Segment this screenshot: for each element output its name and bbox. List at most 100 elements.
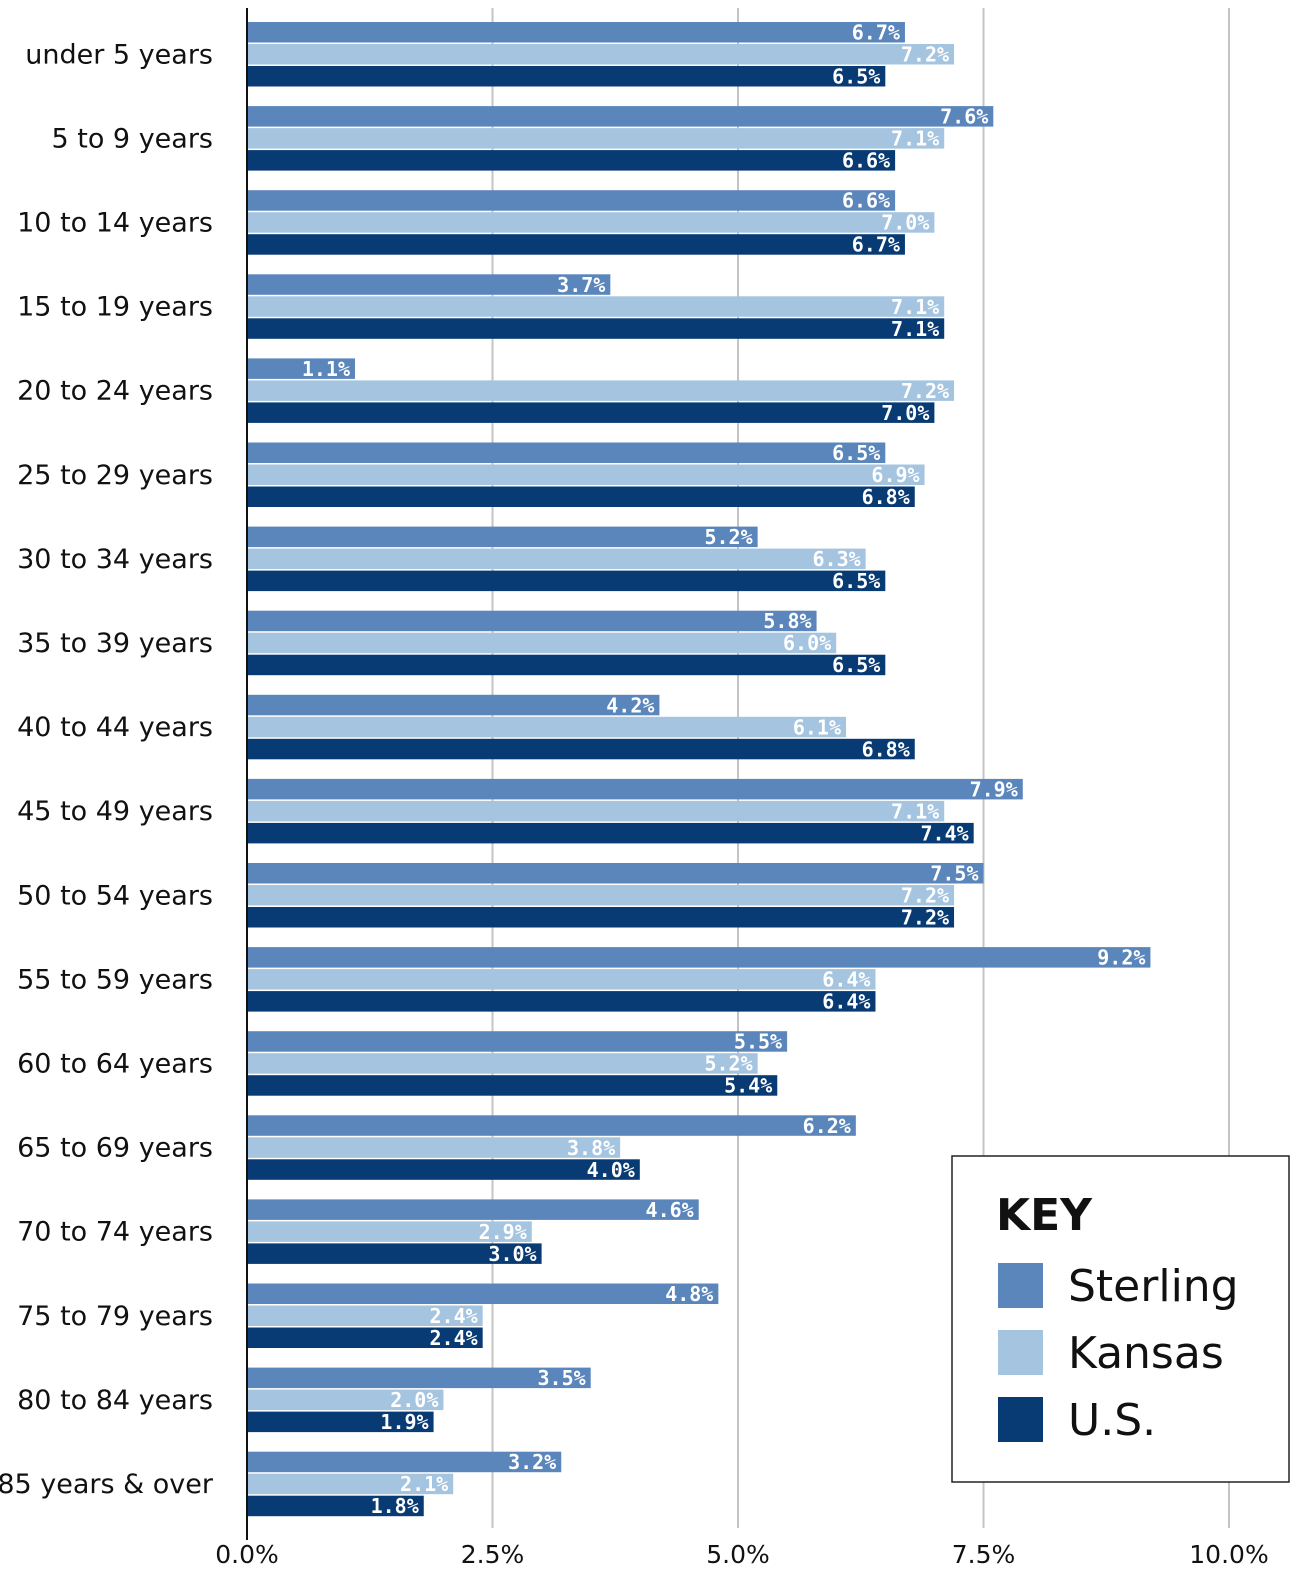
data-label: 5.2% <box>704 525 752 549</box>
bar-kansas <box>247 885 955 906</box>
data-label: 4.0% <box>587 1158 635 1182</box>
data-label: 6.7% <box>852 21 900 45</box>
category-label: 40 to 44 years <box>17 712 213 743</box>
bar-kansas <box>247 296 945 317</box>
bar-kansas <box>247 800 945 822</box>
data-label: 7.2% <box>901 884 949 908</box>
data-label: 6.5% <box>832 441 880 465</box>
category-label: 65 to 69 years <box>17 1133 213 1164</box>
bar-sterling <box>247 106 994 127</box>
data-label: 3.2% <box>508 1450 556 1474</box>
bar-sterling <box>247 1115 856 1136</box>
legend-items: Sterling Kansas U.S. <box>998 1261 1239 1446</box>
bar-sterling <box>247 526 758 548</box>
x-tick-label: 7.5% <box>952 1540 1016 1569</box>
bar-kansas <box>247 548 866 570</box>
bar-us <box>247 486 915 507</box>
bar-sterling <box>247 1367 591 1389</box>
data-label: 5.2% <box>704 1052 752 1076</box>
bar-sterling <box>247 863 984 884</box>
bar-sterling <box>247 358 356 379</box>
bar-us <box>247 1327 483 1348</box>
bar-kansas <box>247 1389 444 1411</box>
category-label: 85 years & over <box>0 1469 214 1500</box>
data-label: 9.2% <box>1097 946 1145 970</box>
data-label: 7.5% <box>930 862 978 886</box>
data-label: 6.4% <box>822 968 870 992</box>
category-label: 45 to 49 years <box>17 796 213 827</box>
data-label: 7.0% <box>881 211 929 235</box>
data-label: 6.6% <box>842 189 890 213</box>
legend-swatch <box>998 1263 1043 1308</box>
data-label: 1.9% <box>380 1410 428 1434</box>
category-labels: under 5 years 5 to 9 years 10 to 14 years 1… <box>0 39 214 1500</box>
data-label: 6.5% <box>832 65 880 89</box>
bar-sterling <box>247 1031 788 1052</box>
category-label: 25 to 29 years <box>17 460 213 491</box>
data-label: 7.9% <box>970 777 1018 801</box>
data-label: 7.2% <box>901 379 949 403</box>
data-label: 6.9% <box>871 463 919 487</box>
bar-sterling <box>247 442 886 463</box>
bar-kansas <box>247 1053 758 1074</box>
category-label: 50 to 54 years <box>17 880 213 911</box>
bar-us <box>247 150 896 171</box>
bar-sterling <box>247 1451 562 1473</box>
bar-sterling <box>247 1199 699 1220</box>
data-label: 6.3% <box>812 547 860 571</box>
legend-label: Kansas <box>1068 1328 1224 1379</box>
bar-us <box>247 1159 640 1180</box>
x-tick-label: 2.5% <box>461 1540 525 1569</box>
bar-kansas <box>247 969 876 990</box>
bar-kansas <box>247 1473 454 1495</box>
bar-us <box>247 234 905 255</box>
bar-sterling <box>247 274 611 295</box>
data-label: 7.1% <box>891 127 939 151</box>
data-label: 6.7% <box>852 233 900 257</box>
category-label: 60 to 64 years <box>17 1048 213 1079</box>
data-label: 4.2% <box>606 693 654 717</box>
data-label: 1.8% <box>371 1494 419 1518</box>
data-label: 7.2% <box>901 43 949 67</box>
legend-title: KEY <box>996 1190 1093 1241</box>
data-label: 4.8% <box>665 1282 713 1306</box>
data-label: 7.1% <box>891 295 939 319</box>
data-label: 6.5% <box>832 569 880 593</box>
category-label: 10 to 14 years <box>17 207 213 238</box>
category-label: 55 to 59 years <box>17 964 213 995</box>
data-label: 6.6% <box>842 149 890 173</box>
category-label: 30 to 34 years <box>17 544 213 575</box>
bar-us <box>247 570 886 592</box>
x-tick-label: 10.0% <box>1189 1540 1268 1569</box>
bar-kansas <box>247 1305 483 1326</box>
data-label: 3.7% <box>557 273 605 297</box>
category-label: under 5 years <box>25 39 213 70</box>
data-label: 7.1% <box>891 317 939 341</box>
bar-us <box>247 1411 434 1433</box>
bar-us <box>247 1495 424 1517</box>
category-label: 35 to 39 years <box>17 628 213 659</box>
bar-sterling <box>247 694 660 716</box>
data-label: 6.0% <box>783 631 831 655</box>
data-label: 7.2% <box>901 906 949 930</box>
data-label: 5.4% <box>724 1074 772 1098</box>
data-label: 2.4% <box>430 1326 478 1350</box>
data-label: 7.0% <box>881 401 929 425</box>
bar-kansas <box>247 632 837 654</box>
legend-swatch <box>998 1330 1043 1375</box>
bar-sterling <box>247 610 817 632</box>
data-label: 3.8% <box>567 1136 615 1160</box>
legend-swatch <box>998 1397 1043 1442</box>
bar-us <box>247 318 945 339</box>
bar-us <box>247 907 955 928</box>
x-tick-label: 5.0% <box>706 1540 770 1569</box>
bar-sterling <box>247 1283 719 1304</box>
bar-us <box>247 822 974 844</box>
data-label: 6.4% <box>822 990 870 1014</box>
bar-us <box>247 1075 778 1096</box>
data-label: 2.1% <box>400 1472 448 1496</box>
bar-us <box>247 1243 542 1264</box>
data-label: 3.0% <box>488 1242 536 1266</box>
bar-kansas <box>247 464 925 485</box>
